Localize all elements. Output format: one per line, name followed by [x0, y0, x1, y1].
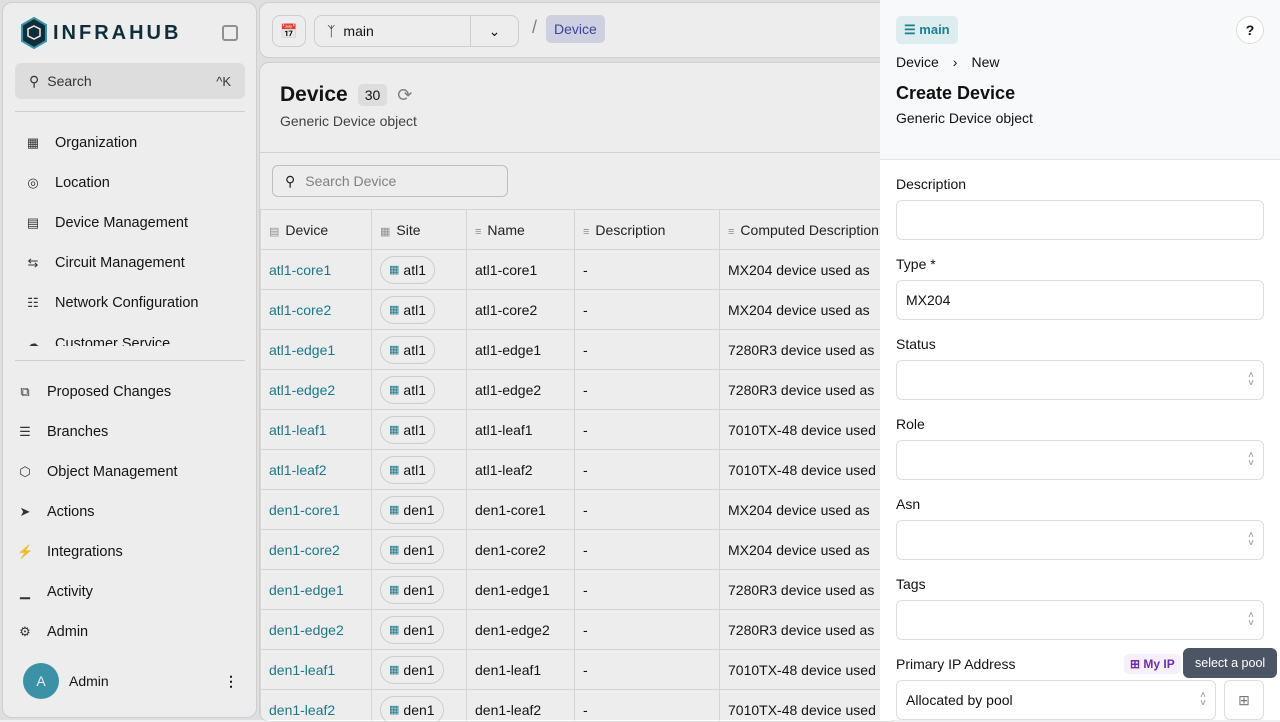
field-label: Role	[896, 416, 925, 432]
field-label: Type *	[896, 256, 936, 272]
layers-icon: ☰	[904, 22, 916, 37]
panel-title: Create Device	[896, 83, 1015, 104]
primary-ip-label: Primary IP Address	[896, 656, 1016, 672]
create-device-panel: ☰ main ? Device › New Create Device Gene…	[880, 0, 1280, 720]
chevron-up-down-icon: ˄˅	[1248, 452, 1254, 468]
grid-icon: ⊞	[1130, 657, 1140, 671]
field-value: MX204	[906, 292, 950, 308]
help-button[interactable]: ?	[1236, 16, 1264, 44]
field-label: Tags	[896, 576, 926, 592]
primary-ip-select[interactable]: Allocated by pool ˄˅	[896, 680, 1216, 720]
status-select[interactable]: ˄˅	[896, 360, 1264, 400]
asn-select[interactable]: ˄˅	[896, 520, 1264, 560]
panel-header: ☰ main ? Device › New Create Device Gene…	[880, 0, 1280, 160]
type-field[interactable]: MX204	[896, 280, 1264, 320]
breadcrumb-item: New	[971, 54, 999, 70]
chevron-up-down-icon: ˄˅	[1200, 692, 1206, 708]
primary-ip-value: Allocated by pool	[906, 692, 1013, 708]
branch-badge: ☰ main	[896, 16, 958, 44]
field-label: Asn	[896, 496, 920, 512]
chevron-up-down-icon: ˄˅	[1248, 612, 1254, 628]
branch-name: main	[919, 22, 949, 37]
modal-backdrop[interactable]	[0, 0, 880, 720]
pool-badge[interactable]: ⊞ My IP	[1124, 654, 1181, 674]
role-select[interactable]: ˄˅	[896, 440, 1264, 480]
breadcrumb-item[interactable]: Device	[896, 54, 939, 70]
panel-subtitle: Generic Device object	[896, 110, 1033, 126]
pool-name: My IP	[1143, 657, 1174, 671]
field-label: Description	[896, 176, 966, 192]
tooltip: select a pool	[1183, 648, 1277, 678]
breadcrumb: Device › New	[896, 54, 999, 70]
chevron-up-down-icon: ˄˅	[1248, 532, 1254, 548]
description-field[interactable]	[896, 200, 1264, 240]
chevron-up-down-icon: ˄˅	[1248, 372, 1254, 388]
chevron-right-icon: ›	[953, 54, 958, 70]
tags-select[interactable]: ˄˅	[896, 600, 1264, 640]
grid-icon: ⊞	[1238, 692, 1250, 709]
select-pool-button[interactable]: ⊞	[1224, 680, 1264, 720]
field-label: Status	[896, 336, 936, 352]
